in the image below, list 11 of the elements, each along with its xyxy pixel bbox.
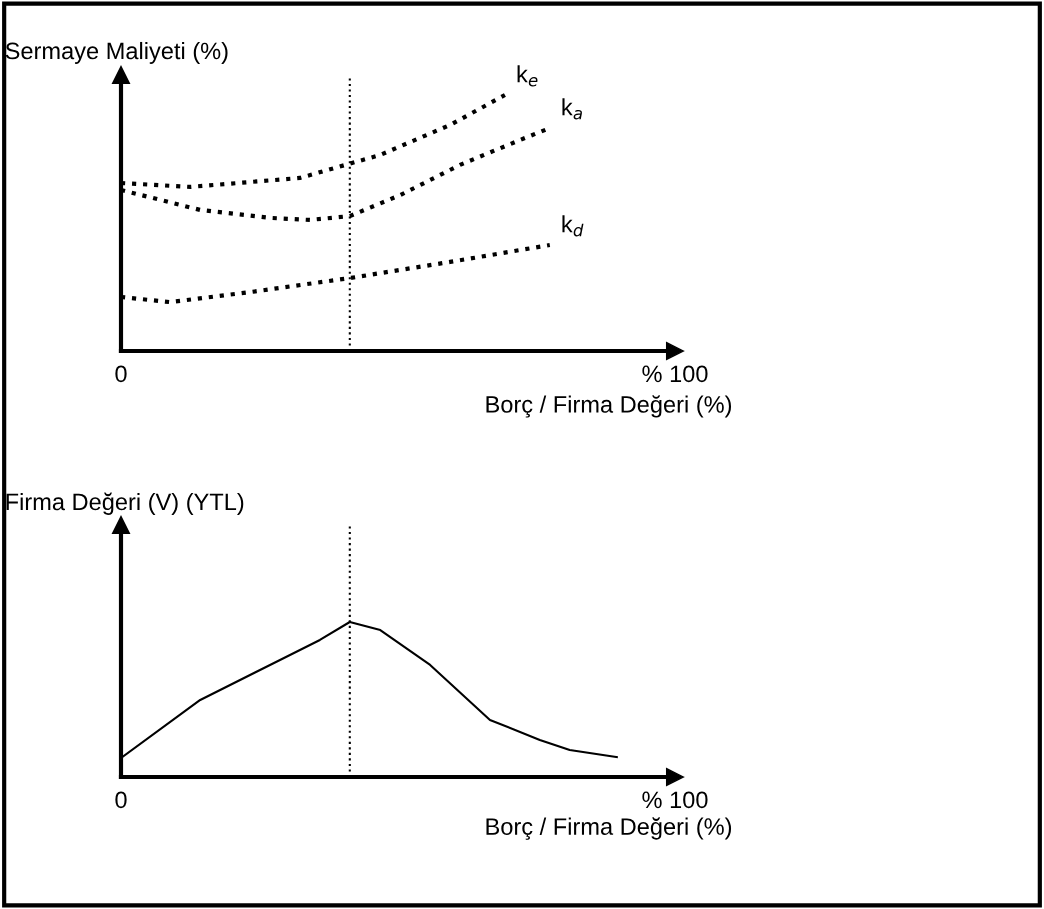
x-tick-label: 0 [115,365,127,383]
series-label: k$_{d}$ [562,215,584,237]
x-tick-label: 0 [115,791,127,809]
series-label: k$_{a}$ [562,98,582,120]
y-axis-title: Firma Değeri (V) (YTL) [6,492,244,515]
x-axis-title: Borç / Firma Değeri (%) [486,817,732,840]
y-axis-title: Sermaye Maliyeti (%) [5,41,228,64]
x-tick-label: % 100 [642,365,708,383]
x-axis-title: Borç / Firma Değeri (%) [486,395,732,418]
series-label: k$_{e}$ [517,65,538,87]
x-tick-label: % 100 [642,791,708,809]
